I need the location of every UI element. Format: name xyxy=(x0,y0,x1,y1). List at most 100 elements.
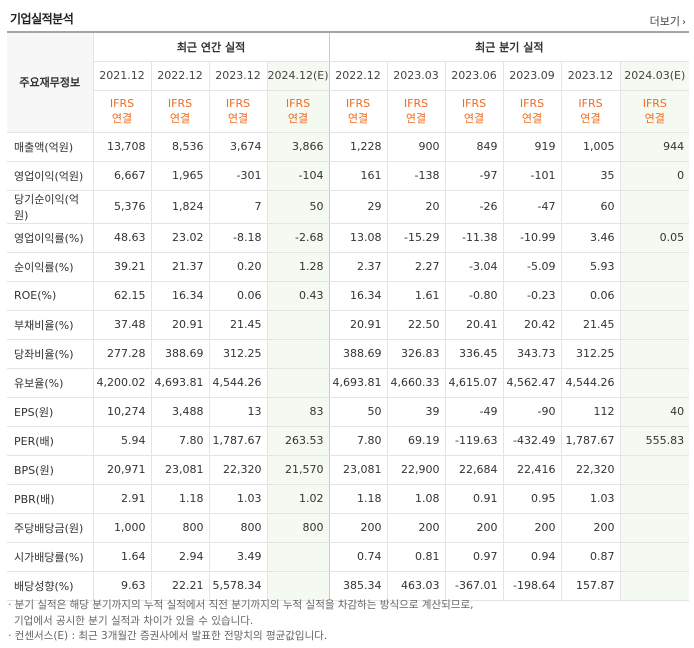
table-cell: -97 xyxy=(444,161,504,191)
table-cell: 1,824 xyxy=(150,190,209,224)
ifrs-bottom: 연결 xyxy=(169,112,191,125)
ifrs-bottom: 연결 xyxy=(347,112,369,125)
table-cell: 555.83 xyxy=(619,426,690,456)
row-label: PBR(배) xyxy=(7,484,93,514)
table-cell: 263.53 xyxy=(266,426,330,456)
period-header: 2024.03(E) xyxy=(619,61,690,91)
table-cell: 4,693.81 xyxy=(328,368,388,398)
table-cell: 22.21 xyxy=(150,571,209,601)
table-cell: -138 xyxy=(386,161,446,191)
table-cell: 343.73 xyxy=(502,339,562,369)
table-cell: 388.69 xyxy=(150,339,209,369)
table-cell: 22,684 xyxy=(444,455,504,485)
table-cell xyxy=(266,542,330,572)
table-cell xyxy=(619,252,690,282)
table-cell: 200 xyxy=(386,512,446,543)
table-cell xyxy=(619,309,690,340)
table-cell: 0.06 xyxy=(208,281,267,311)
table-cell: 20,971 xyxy=(92,455,151,485)
table-cell: 50 xyxy=(266,190,330,224)
ifrs-bottom: 연결 xyxy=(644,112,665,125)
more-link[interactable]: 더보기 › xyxy=(650,13,686,29)
ifrs-top: IFRS xyxy=(225,97,251,110)
row-label: 배당성향(%) xyxy=(7,571,93,601)
table-cell: -432.49 xyxy=(502,426,562,456)
period-header: 2023.03 xyxy=(386,61,446,91)
table-row: 영업이익(억원) 6,667 1,965 -301 -104 161 -138 -97 -101… xyxy=(7,161,690,191)
table-cell xyxy=(266,368,330,398)
table-cell: -26 xyxy=(444,190,504,224)
table-cell: 944 xyxy=(619,131,690,162)
table-cell: 336.45 xyxy=(444,339,504,369)
table-cell: 5,578.34 xyxy=(208,571,267,601)
table-cell: 20.91 xyxy=(150,309,209,340)
table-cell: -0.80 xyxy=(444,281,504,311)
table-cell: 22.50 xyxy=(386,309,446,340)
table-row: 부채비율(%) 37.48 20.91 21.45 20.91 22.50 20.41 20.… xyxy=(7,309,690,340)
table-cell: 4,544.26 xyxy=(560,368,621,398)
table-cell xyxy=(619,190,690,224)
table-cell: 463.03 xyxy=(386,571,446,601)
table-cell: -15.29 xyxy=(386,222,446,253)
table-cell: 69.19 xyxy=(386,426,446,456)
table-cell: 2.27 xyxy=(386,252,446,282)
table-cell: 6,667 xyxy=(92,161,151,191)
table-cell: 1.28 xyxy=(266,252,330,282)
table-cell: 312.25 xyxy=(560,339,621,369)
table-row: 순이익률(%) 39.21 21.37 0.20 1.28 2.37 2.27 -3.04 -5… xyxy=(7,252,690,282)
row-label: 당좌비율(%) xyxy=(7,339,93,369)
table-cell: 29 xyxy=(328,190,388,224)
table-cell: 16.34 xyxy=(328,281,388,311)
table-cell: 21.45 xyxy=(208,309,267,340)
table-cell: 16.34 xyxy=(150,281,209,311)
row-label: 영업이익률(%) xyxy=(7,222,93,253)
table-cell: 0.43 xyxy=(266,281,330,311)
table-row: 유보율(%) 4,200.02 4,693.81 4,544.26 4,693.81 4,… xyxy=(7,368,690,398)
table-cell: 1,965 xyxy=(150,161,209,191)
table-cell: 385.34 xyxy=(328,571,388,601)
table-row: ROE(%) 62.15 16.34 0.06 0.43 16.34 1.61 -0.80 -0… xyxy=(7,281,690,311)
table-cell: 83 xyxy=(266,396,330,427)
period-header: 2022.12 xyxy=(150,61,209,91)
row-label: ROE(%) xyxy=(7,281,93,311)
table-cell: -49 xyxy=(444,396,504,427)
table-cell: 5.93 xyxy=(560,252,621,282)
table-cell: 39.21 xyxy=(92,252,151,282)
table-cell xyxy=(266,339,330,369)
table-cell: 312.25 xyxy=(208,339,267,369)
table-cell: 1.08 xyxy=(386,484,446,514)
ifrs-label: IFRS 연결 xyxy=(92,90,151,133)
table-cell: 48.63 xyxy=(92,222,151,253)
table-cell: 0.97 xyxy=(444,542,504,572)
table-cell: 112 xyxy=(560,396,621,427)
ifrs-top: IFRS xyxy=(642,97,667,110)
table-cell: 200 xyxy=(444,512,504,543)
table-cell: 4,562.47 xyxy=(502,368,562,398)
ifrs-top: IFRS xyxy=(519,97,545,110)
table-cell: 0.74 xyxy=(328,542,388,572)
table-cell: 1.64 xyxy=(92,542,151,572)
table-cell: -90 xyxy=(502,396,562,427)
table-cell: 1,228 xyxy=(328,131,388,162)
table-cell: 8,536 xyxy=(150,131,209,162)
table-cell: 2.37 xyxy=(328,252,388,282)
table-cell: 4,693.81 xyxy=(150,368,209,398)
row-label: 매출액(억원) xyxy=(7,131,93,162)
table-row: 시가배당률(%) 1.64 2.94 3.49 0.74 0.81 0.97 0.94 0.87 xyxy=(7,542,690,572)
table-cell: 4,544.26 xyxy=(208,368,267,398)
financial-table: 주요재무정보 최근 연간 실적 최근 분기 실적 2021.12 2022.12 2… xyxy=(7,31,690,601)
ifrs-bottom: 연결 xyxy=(287,112,309,125)
table-cell: -11.38 xyxy=(444,222,504,253)
table-row: 매출액(억원) 13,708 8,536 3,674 3,866 1,228 900 849 9… xyxy=(7,131,690,162)
table-cell: 20.91 xyxy=(328,309,388,340)
ifrs-label: IFRS 연결 xyxy=(150,90,209,133)
table-row: 영업이익률(%) 48.63 23.02 -8.18 -2.68 13.08 -15.29-… xyxy=(7,222,690,253)
table-row: 당기순이익(억원) 5,376 1,824 7 50 29 20 -26 -47 60 xyxy=(7,190,690,224)
ifrs-bottom: 연결 xyxy=(111,112,133,125)
table-cell: 0.91 xyxy=(444,484,504,514)
row-label: 부채비율(%) xyxy=(7,309,93,340)
table-cell: 800 xyxy=(266,512,330,543)
table-cell xyxy=(619,455,690,485)
ifrs-label: IFRS 연결 xyxy=(266,90,330,133)
table-cell: 10,274 xyxy=(92,396,151,427)
